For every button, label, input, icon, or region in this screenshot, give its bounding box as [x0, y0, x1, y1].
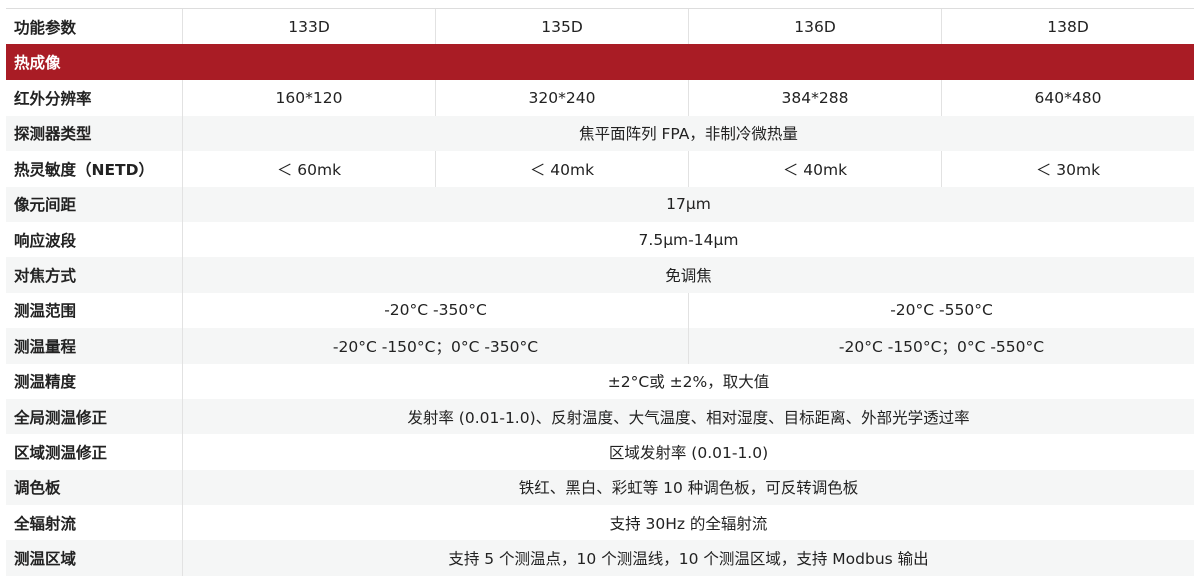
row-label: 红外分辨率: [6, 80, 183, 116]
model-header: 135D: [436, 9, 689, 45]
row-value: ＜ 40mk: [436, 151, 689, 187]
table-row: 测温量程 -20°C -150°C；0°C -350°C -20°C -150°C；…: [6, 328, 1194, 364]
row-label: 像元间距: [6, 186, 183, 222]
row-label: 响应波段: [6, 221, 183, 258]
header-label: 功能参数: [6, 9, 183, 45]
table-row: 全局测温修正 发射率 (0.01-1.0)、反射温度、大气温度、相对湿度、目标距离…: [6, 398, 1194, 435]
table-row: 热灵敏度（NETD）＜ 60mk ＜ 40mk ＜ 40mk ＜ 30mk: [6, 151, 1194, 187]
table-row: 红外分辨率 160*120 320*240 384*288 640*480: [6, 80, 1194, 116]
row-value: ＜ 60mk: [183, 151, 436, 187]
header-row: 功能参数 133D 135D 136D 138D: [6, 9, 1194, 45]
row-value: 发射率 (0.01-1.0)、反射温度、大气温度、相对湿度、目标距离、外部光学透…: [407, 408, 970, 427]
row-label: 测温精度: [6, 363, 183, 399]
table-row: 测温范围 -20°C -350°C -20°C -550°C: [6, 292, 1194, 329]
row-label: 探测器类型: [6, 115, 183, 152]
row-value: ＜ 40mk: [689, 151, 942, 187]
row-value: 320*240: [436, 80, 689, 116]
row-label: 测温区域: [6, 540, 183, 576]
row-value: 铁红、黑白、彩虹等 10 种调色板，可反转调色板: [518, 479, 859, 498]
table-row: 像元间距 17μm: [6, 186, 1194, 222]
model-header: 133D: [183, 9, 436, 45]
row-value: -20°C -550°C: [890, 301, 993, 320]
table-row: 响应波段 7.5μm-14μm: [6, 221, 1194, 258]
section-title: 热成像: [14, 54, 61, 73]
row-label: 热灵敏度（NETD）: [6, 151, 183, 187]
row-value: 640*480: [1034, 89, 1102, 108]
row-value: -20°C -150°C；0°C -350°C: [183, 328, 689, 364]
row-value: 支持 30Hz 的全辐射流: [609, 514, 768, 533]
row-label: 区域测温修正: [6, 434, 183, 470]
table-row: 探测器类型 焦平面阵列 FPA，非制冷微热量: [6, 115, 1194, 152]
row-value: 160*120: [183, 80, 436, 116]
row-value: ＜ 30mk: [1035, 160, 1101, 179]
row-label: 测温量程: [6, 328, 183, 364]
row-value: 7.5μm-14μm: [638, 230, 739, 249]
row-value: 384*288: [689, 80, 942, 116]
table-row: 对焦方式 免调焦: [6, 257, 1194, 293]
row-value: 支持 5 个测温点，10 个测温线，10 个测温区域，支持 Modbus 输出: [448, 550, 929, 569]
row-label: 全辐射流: [6, 505, 183, 541]
spec-table: 功能参数 133D 135D 136D 138D 热成像 红外分辨率 160*12…: [6, 8, 1194, 576]
row-value: 17μm: [666, 195, 711, 214]
table-row: 测温区域 支持 5 个测温点，10 个测温线，10 个测温区域，支持 Modbus…: [6, 540, 1194, 576]
row-value: ±2°C或 ±2%，取大值: [607, 373, 770, 392]
row-label: 调色板: [6, 469, 183, 506]
row-value: 焦平面阵列 FPA，非制冷微热量: [579, 125, 798, 144]
table-row: 调色板 铁红、黑白、彩虹等 10 种调色板，可反转调色板: [6, 469, 1194, 506]
row-value: -20°C -350°C: [183, 292, 689, 329]
row-value: -20°C -150°C；0°C -550°C: [838, 337, 1045, 356]
row-value: 区域发射率 (0.01-1.0): [608, 443, 769, 462]
row-label: 测温范围: [6, 292, 183, 329]
model-header: 136D: [689, 9, 942, 45]
row-label: 全局测温修正: [6, 398, 183, 435]
table-row: 区域测温修正 区域发射率 (0.01-1.0): [6, 434, 1194, 470]
model-header: 138D: [1047, 17, 1089, 36]
row-value: 免调焦: [665, 267, 712, 286]
table-row: 测温精度 ±2°C或 ±2%，取大值: [6, 363, 1194, 399]
section-row: 热成像: [6, 44, 1194, 81]
table-row: 全辐射流 支持 30Hz 的全辐射流: [6, 505, 1194, 541]
row-label: 对焦方式: [6, 257, 183, 293]
